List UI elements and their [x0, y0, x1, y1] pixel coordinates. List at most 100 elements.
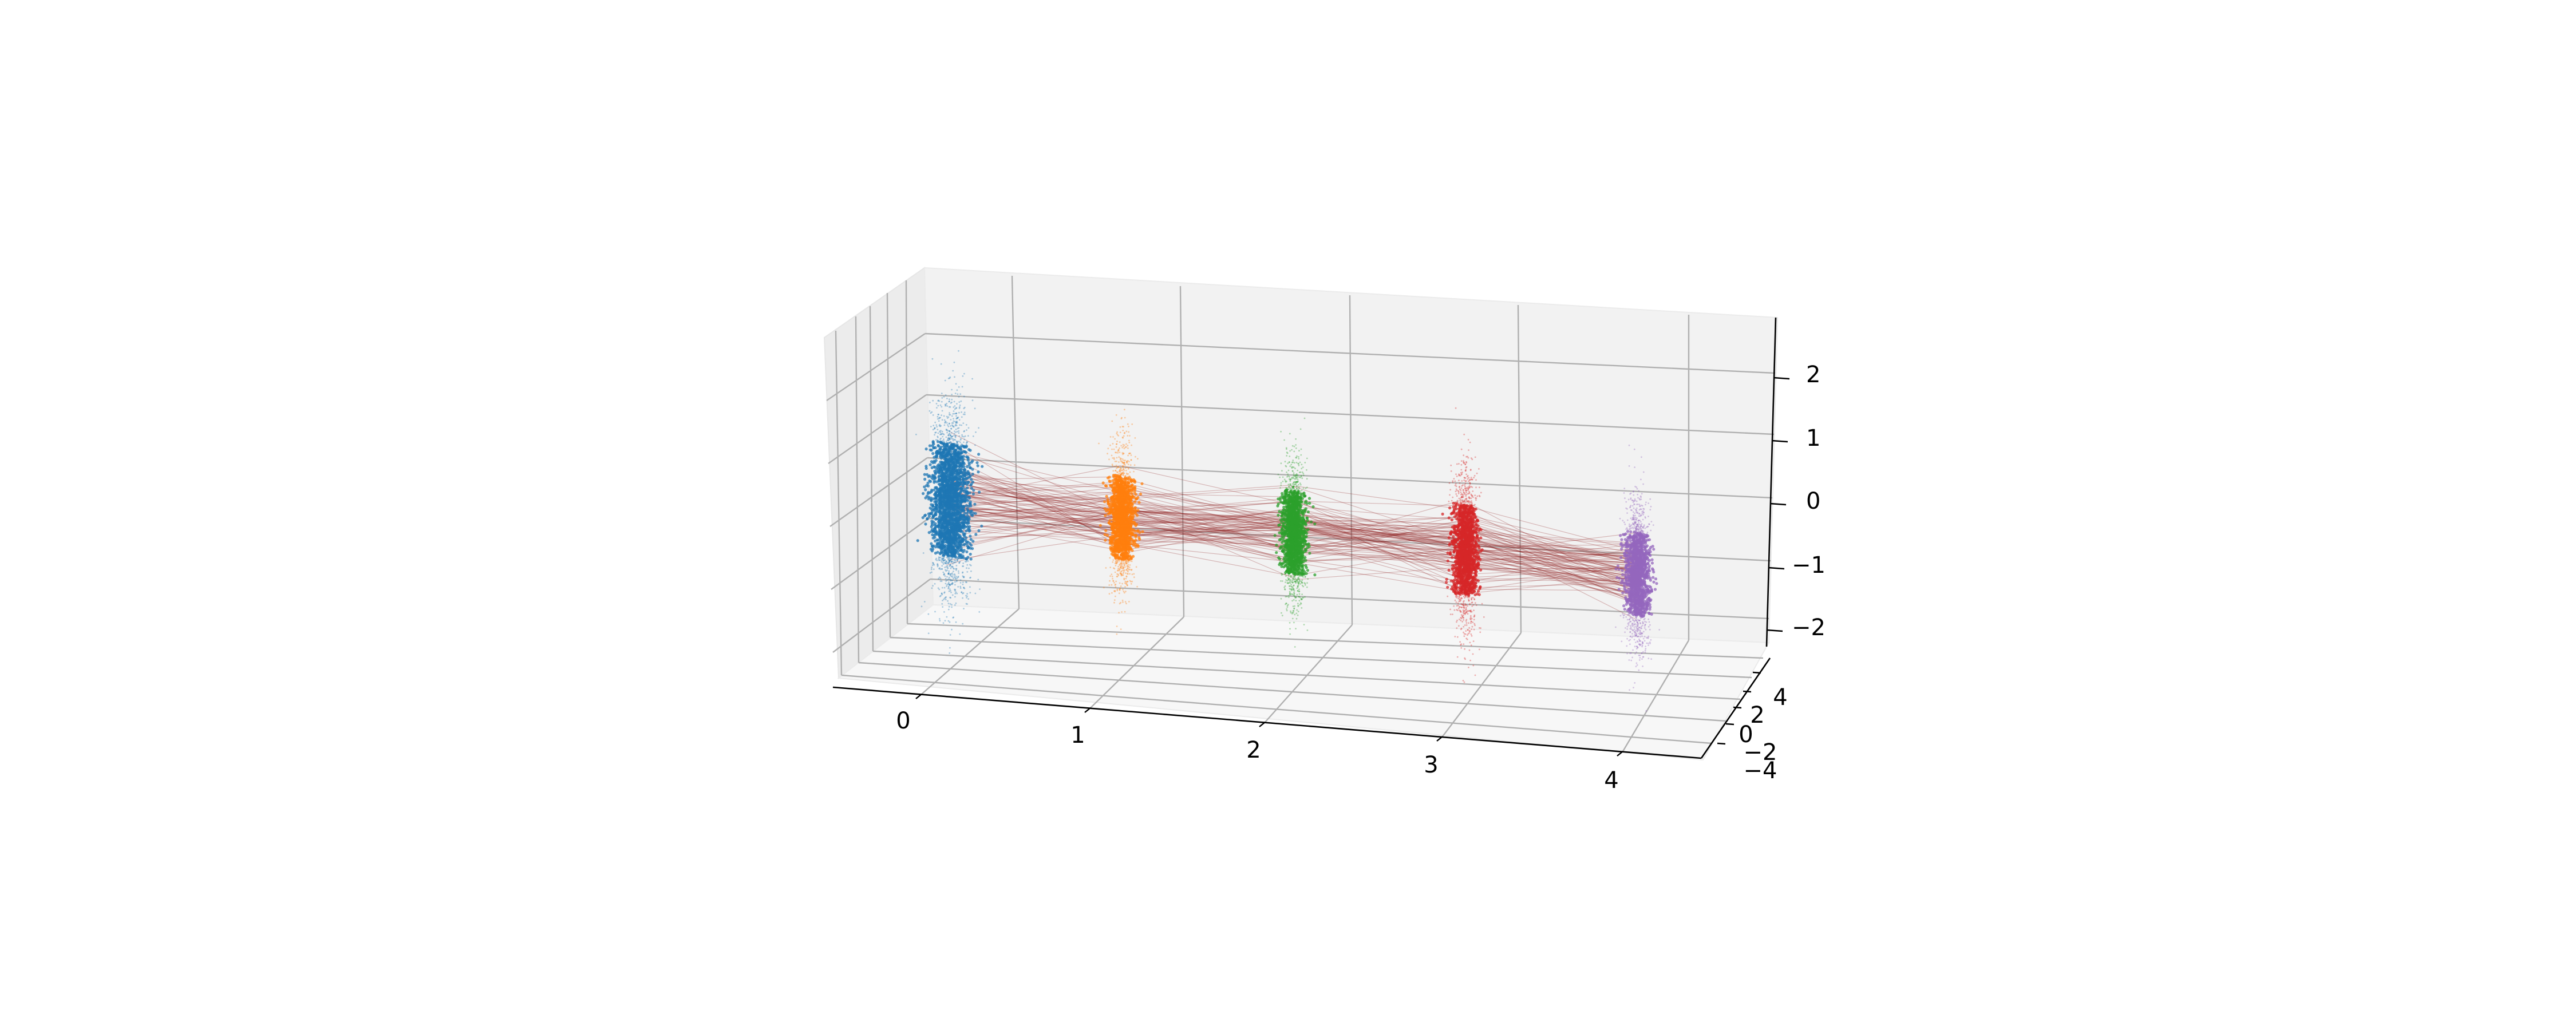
- data-point: [966, 571, 969, 573]
- data-point: [1129, 527, 1132, 531]
- data-point: [970, 478, 973, 481]
- data-point: [966, 603, 968, 605]
- data-point: [965, 498, 968, 501]
- data-point: [962, 597, 963, 599]
- data-point: [1115, 558, 1117, 560]
- data-point: [1128, 601, 1130, 603]
- data-point: [1101, 481, 1105, 485]
- data-point: [1117, 565, 1119, 568]
- data-point: [1126, 510, 1129, 513]
- data-point: [941, 397, 943, 399]
- data-point: [1141, 530, 1144, 533]
- data-point: [937, 429, 939, 431]
- data-point: [1125, 572, 1127, 574]
- data-point: [938, 498, 941, 501]
- data-point: [937, 563, 939, 565]
- data-point: [1117, 550, 1120, 554]
- data-point: [1130, 454, 1132, 456]
- data-point: [937, 415, 939, 418]
- data-point: [1127, 568, 1129, 570]
- data-point: [957, 482, 960, 486]
- data-point: [955, 580, 958, 583]
- data-point: [1123, 571, 1125, 573]
- data-point: [944, 566, 946, 568]
- data-point: [1127, 489, 1131, 492]
- data-point: [958, 386, 960, 388]
- data-point: [955, 444, 958, 447]
- data-point: [959, 393, 962, 395]
- data-point: [1286, 455, 1288, 457]
- data-point: [969, 504, 973, 508]
- data-point: [952, 370, 954, 372]
- data-point: [1140, 482, 1144, 485]
- data-point: [923, 601, 926, 603]
- data-point: [963, 532, 967, 536]
- data-point: [946, 520, 949, 524]
- data-point: [945, 502, 949, 505]
- data-point: [1113, 448, 1115, 450]
- data-point: [951, 554, 954, 558]
- data-point: [1293, 621, 1295, 624]
- data-point: [964, 435, 966, 437]
- data-point: [1125, 591, 1127, 593]
- data-point: [938, 487, 942, 490]
- data-point: [1103, 587, 1105, 589]
- data-point: [1127, 560, 1129, 562]
- x-gridline-floor: [1622, 640, 1690, 752]
- data-point: [939, 479, 943, 482]
- data-point: [958, 407, 961, 409]
- data-point: [969, 500, 972, 504]
- data-point: [955, 602, 957, 604]
- data-point: [927, 497, 930, 501]
- data-point: [962, 562, 964, 564]
- data-point: [965, 424, 967, 426]
- data-point: [941, 593, 943, 595]
- data-point: [923, 477, 927, 481]
- data-point: [1120, 585, 1122, 587]
- data-point: [955, 428, 957, 430]
- data-point: [1109, 505, 1113, 509]
- data-point: [954, 604, 956, 606]
- data-point: [955, 459, 959, 462]
- data-point: [1125, 603, 1127, 605]
- data-point: [958, 561, 961, 564]
- data-point: [942, 557, 944, 559]
- data-point: [1118, 456, 1120, 458]
- data-point: [1128, 461, 1130, 462]
- data-point: [922, 492, 925, 496]
- data-point: [962, 581, 964, 583]
- data-point: [966, 470, 970, 473]
- data-point: [931, 566, 933, 569]
- data-point: [934, 510, 937, 513]
- data-point: [973, 502, 977, 506]
- data-point: [1277, 513, 1280, 517]
- data-point: [953, 567, 954, 569]
- data-point: [1103, 500, 1107, 504]
- data-point: [966, 518, 970, 522]
- data-point: [948, 557, 950, 559]
- data-point: [974, 407, 976, 410]
- data-point: [1286, 609, 1288, 612]
- data-point: [1112, 577, 1113, 580]
- data-point: [1111, 510, 1114, 513]
- data-point: [944, 480, 947, 484]
- data-point: [1110, 526, 1113, 530]
- data-point: [955, 407, 957, 409]
- data-point: [936, 466, 939, 469]
- data-point: [962, 592, 963, 595]
- data-point: [1112, 470, 1115, 472]
- data-point: [954, 449, 957, 453]
- data-point: [948, 506, 951, 509]
- data-point: [1127, 571, 1129, 573]
- data-point: [1116, 508, 1119, 511]
- data-point: [950, 558, 953, 560]
- data-point: [963, 435, 965, 438]
- data-point: [1111, 464, 1113, 466]
- data-point: [944, 620, 946, 622]
- data-point: [950, 452, 953, 455]
- data-point: [957, 586, 959, 588]
- data-point: [939, 474, 943, 477]
- data-point: [933, 481, 936, 484]
- data-point: [953, 561, 955, 563]
